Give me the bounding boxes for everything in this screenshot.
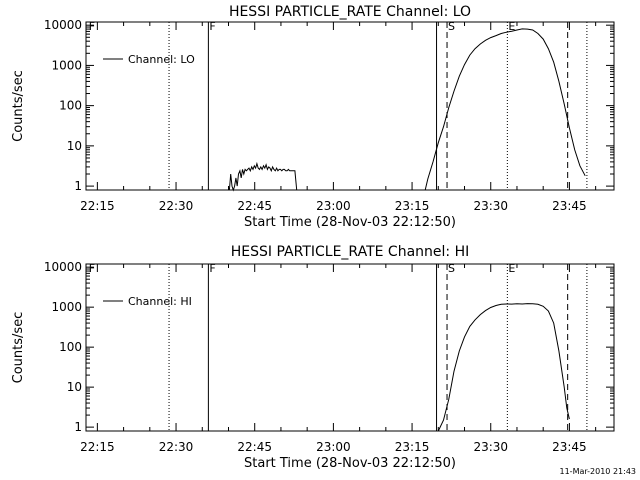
x-tick-label: 22:45 [237,440,272,454]
event-marker-label: E [508,262,515,275]
y-axis-label: Counts/sec [11,70,26,142]
event-marker-label: F [89,262,95,275]
y-tick-label: 10000 [44,18,82,32]
y-tick-label: 1000 [51,58,82,72]
series-line [228,161,298,192]
x-tick-label: 23:00 [316,440,351,454]
event-marker-label: F [89,20,95,33]
x-tick-label: 23:00 [316,199,351,213]
y-tick-label: 1000 [51,300,82,314]
y-tick-label: 10 [67,139,82,153]
y-tick-label: 1 [74,420,82,434]
x-tick-label: 22:45 [237,199,272,213]
legend-label: Channel: LO [128,53,195,66]
event-marker-label: F [209,20,215,33]
chart-title: HESSI PARTICLE_RATE Channel: HI [231,244,469,260]
x-tick-label: 22:15 [80,199,115,213]
x-axis-label: Start Time (28-Nov-03 22:12:50) [244,456,456,471]
x-tick-label: 23:45 [552,440,587,454]
y-tick-label: 1 [74,179,82,193]
chart-panel-lo: HESSI PARTICLE_RATE Channel: LO 22:15 22:3… [11,4,615,230]
x-tick-label: 22:15 [80,440,115,454]
x-axis-label: Start Time (28-Nov-03 22:12:50) [244,215,456,230]
x-tick-label: 23:15 [395,440,430,454]
series-line [437,303,570,432]
footer-timestamp: 11-Mar-2010 21:43 [560,467,637,476]
x-tick-label: 23:30 [473,199,508,213]
chart-panel-hi: HESSI PARTICLE_RATE Channel: HI 22:15 22:3… [11,244,615,471]
chart-title: HESSI PARTICLE_RATE Channel: LO [229,4,471,20]
series-line [424,28,586,191]
y-tick-label: 10000 [44,260,82,274]
legend-label: Channel: HI [128,295,192,308]
event-marker-label: E [508,20,515,33]
event-marker-label: S [448,262,455,275]
event-marker-label: F [209,262,215,275]
x-tick-label: 22:30 [159,440,194,454]
x-tick-label: 23:15 [395,199,430,213]
y-tick-label: 10 [67,380,82,394]
y-tick-label: 100 [59,340,82,354]
event-marker-label: S [448,20,455,33]
x-tick-label: 23:45 [552,199,587,213]
x-tick-label: 23:30 [473,440,508,454]
y-tick-label: 100 [59,99,82,113]
x-tick-label: 22:30 [159,199,194,213]
y-axis-label: Counts/sec [11,312,26,384]
